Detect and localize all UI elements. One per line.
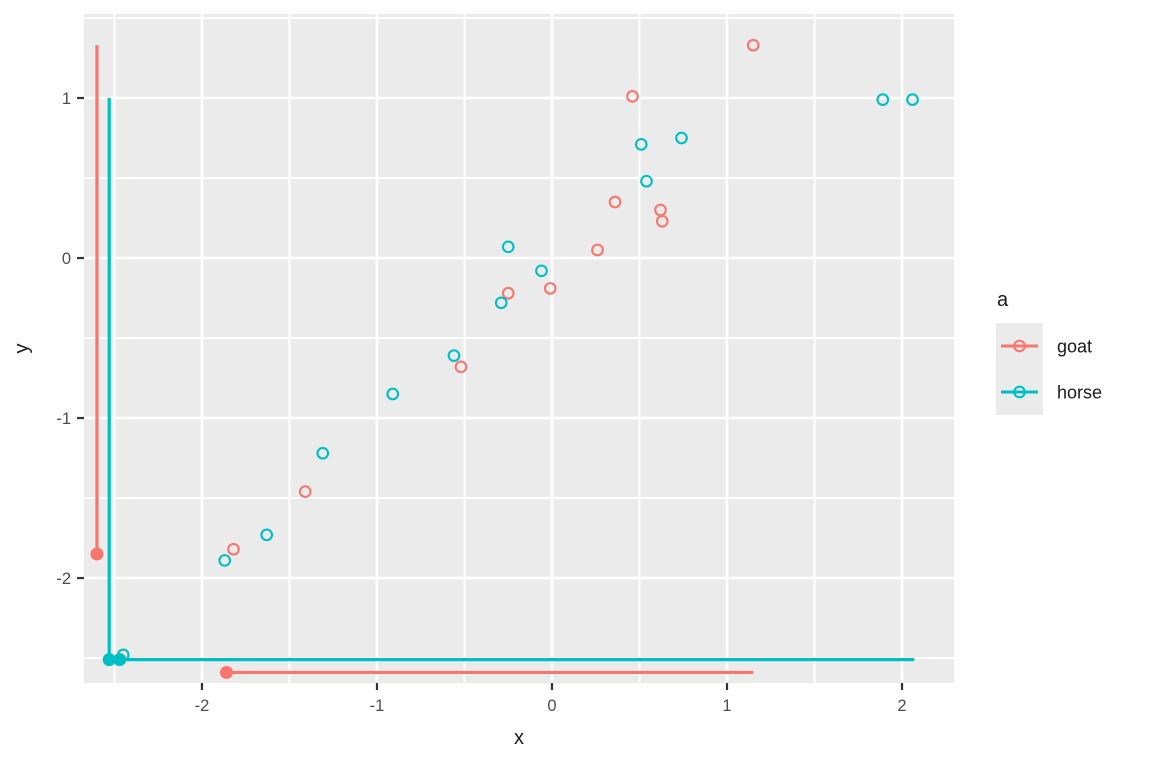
scatter-point-goat <box>543 282 557 295</box>
scatter-point-horse <box>634 138 648 151</box>
pointrange-dot-goat <box>90 547 104 561</box>
x-tick-label: 0 <box>547 697 556 715</box>
y-tick-label: -2 <box>56 570 71 588</box>
scatter-point-goat <box>454 360 468 374</box>
legend-label-goat: goat <box>1057 336 1092 356</box>
scatter-point-horse <box>640 174 653 188</box>
scatter-point-horse <box>260 528 274 542</box>
scatter-point-goat <box>655 214 669 228</box>
y-tick-label: 1 <box>62 90 71 108</box>
y-tick-label: 0 <box>62 250 71 268</box>
pointrange-dot-horse <box>102 653 116 667</box>
x-tick-label: -2 <box>195 697 210 715</box>
scatter-point-goat <box>298 485 312 498</box>
scatter-point-goat <box>227 542 240 556</box>
y-tick-label: -1 <box>56 410 71 428</box>
legend-title: a <box>997 289 1009 311</box>
scatter-point-horse <box>876 93 890 106</box>
scatter-point-goat <box>591 243 604 257</box>
scatter-point-horse <box>494 296 508 310</box>
y-axis-title: y <box>11 344 33 354</box>
x-tick-label: 1 <box>722 697 731 715</box>
legend-glyph-circle-goat <box>1013 339 1026 353</box>
scatter-point-horse <box>316 446 330 460</box>
scatter-point-horse <box>218 554 232 567</box>
scatter-point-horse <box>906 93 919 106</box>
scatter-point-goat <box>608 195 622 209</box>
scatter-point-goat <box>746 38 760 52</box>
scatter-point-horse <box>386 387 400 401</box>
legend-glyph-circle-horse <box>1013 385 1026 399</box>
scatter-point-horse <box>675 131 688 145</box>
x-tick-label: -1 <box>370 697 385 715</box>
panel-background <box>84 14 954 683</box>
scatter-point-horse <box>501 240 515 254</box>
scatter-point-goat <box>501 286 515 300</box>
scatter-point-horse <box>535 264 548 278</box>
scatter-point-goat <box>626 90 639 103</box>
scatter-point-horse <box>116 648 130 662</box>
legend-label-horse: horse <box>1057 382 1102 402</box>
x-tick-label: 2 <box>897 697 906 715</box>
scatter-point-horse <box>447 349 461 362</box>
x-axis-title: x <box>514 727 524 749</box>
pointrange-dot-goat <box>219 665 233 679</box>
